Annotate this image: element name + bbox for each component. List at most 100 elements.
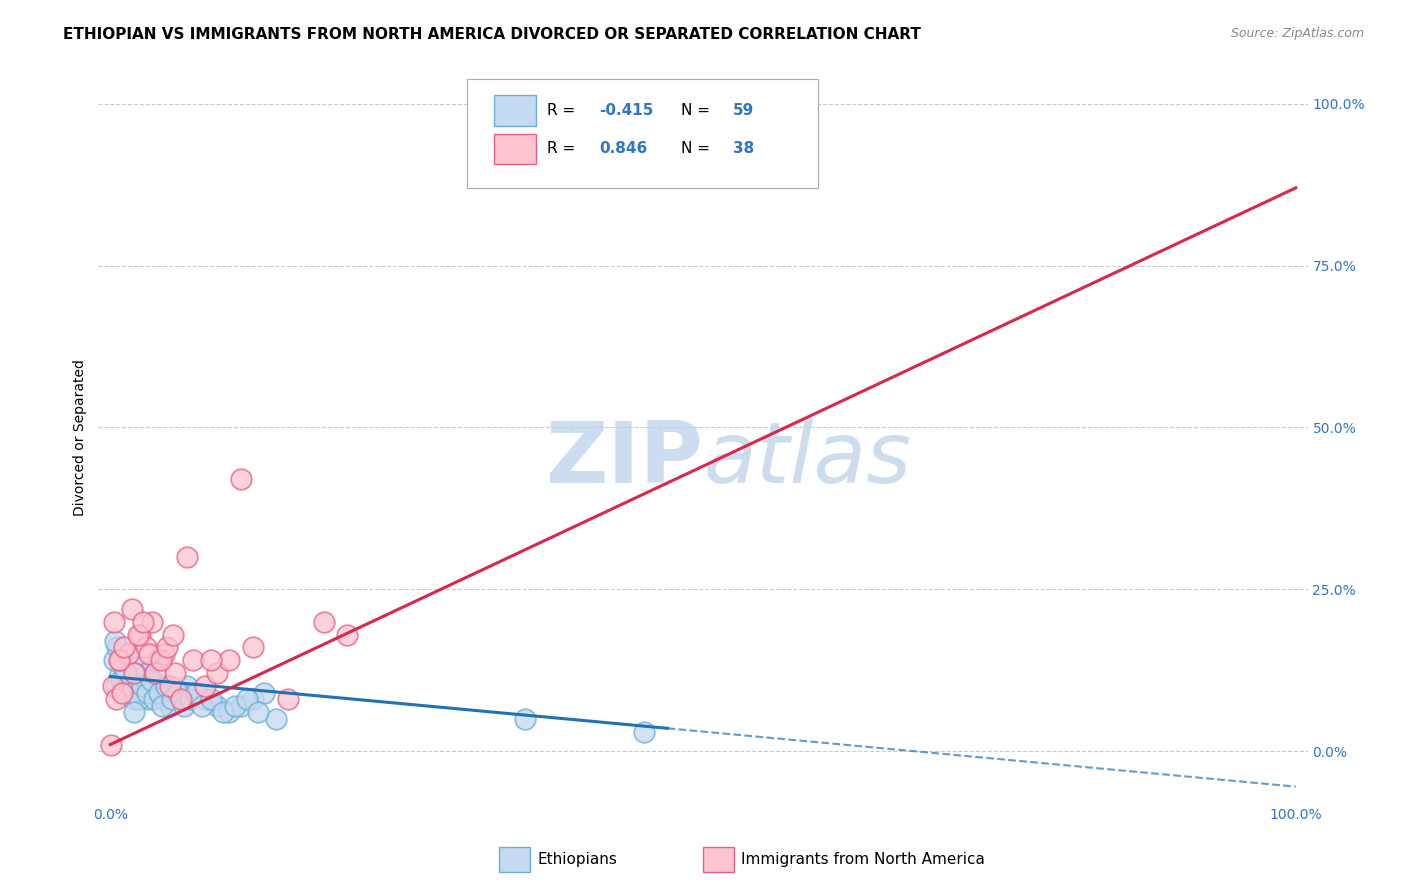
Point (247, 705, 270, 719)
Point (633, 724, 655, 739)
Point (121, 673, 143, 687)
Point (173, 698, 195, 713)
Point (141, 673, 163, 687)
Text: -0.415: -0.415 (599, 103, 654, 119)
Point (156, 640, 179, 655)
Point (103, 615, 125, 629)
Point (105, 640, 128, 655)
Point (114, 679, 136, 693)
Point (166, 686, 188, 700)
Text: N =: N = (682, 103, 716, 119)
Point (212, 705, 235, 719)
Point (115, 679, 138, 693)
Point (253, 686, 276, 700)
Text: R =: R = (547, 103, 581, 119)
Text: 38: 38 (734, 142, 755, 156)
Point (132, 686, 155, 700)
Point (132, 615, 155, 629)
Point (229, 472, 252, 486)
Point (117, 647, 139, 661)
Point (277, 692, 299, 706)
Point (218, 705, 240, 719)
Point (200, 653, 222, 667)
Point (143, 666, 166, 681)
Point (229, 698, 252, 713)
Point (162, 627, 184, 641)
Point (110, 673, 132, 687)
Point (136, 692, 159, 706)
Point (139, 673, 162, 687)
Point (205, 666, 228, 681)
Text: R =: R = (547, 142, 585, 156)
FancyBboxPatch shape (467, 78, 818, 188)
Point (128, 692, 150, 706)
Point (312, 615, 335, 629)
Point (515, 712, 537, 726)
Point (107, 653, 129, 667)
Point (176, 549, 198, 564)
Text: atlas: atlas (703, 417, 911, 500)
Point (159, 679, 181, 693)
Point (138, 647, 160, 661)
Point (152, 698, 174, 713)
Point (111, 647, 134, 661)
Point (155, 679, 177, 693)
Point (135, 666, 157, 681)
Point (150, 653, 173, 667)
Point (122, 705, 145, 719)
Point (101, 679, 124, 693)
Point (170, 692, 193, 706)
Point (200, 692, 222, 706)
Point (129, 679, 152, 693)
Point (264, 712, 287, 726)
Point (146, 653, 169, 667)
Point (127, 627, 149, 641)
Point (146, 686, 169, 700)
Y-axis label: Divorced or Separated: Divorced or Separated (73, 359, 87, 516)
Point (111, 686, 134, 700)
Text: N =: N = (682, 142, 716, 156)
Point (114, 640, 136, 655)
Point (194, 692, 217, 706)
Point (165, 686, 187, 700)
Point (129, 627, 152, 641)
Point (121, 601, 143, 615)
Point (112, 660, 135, 674)
Point (152, 692, 174, 706)
Point (124, 666, 146, 681)
Text: Immigrants from North America: Immigrants from North America (741, 853, 984, 867)
FancyBboxPatch shape (494, 134, 536, 164)
Point (117, 686, 139, 700)
Text: ETHIOPIAN VS IMMIGRANTS FROM NORTH AMERICA DIVORCED OR SEPARATED CORRELATION CHA: ETHIOPIAN VS IMMIGRANTS FROM NORTH AMERI… (63, 27, 921, 42)
Point (131, 679, 153, 693)
Point (184, 686, 207, 700)
Point (122, 666, 145, 681)
Text: 0.846: 0.846 (599, 142, 647, 156)
Point (143, 692, 166, 706)
Point (235, 692, 257, 706)
Text: Source: ZipAtlas.com: Source: ZipAtlas.com (1230, 27, 1364, 40)
Point (108, 666, 131, 681)
FancyBboxPatch shape (494, 95, 536, 127)
Point (103, 653, 125, 667)
Point (148, 686, 170, 700)
Point (120, 686, 142, 700)
Point (152, 647, 174, 661)
Text: 59: 59 (734, 103, 755, 119)
Point (242, 640, 264, 655)
Point (242, 692, 264, 706)
Point (165, 666, 187, 681)
Point (181, 686, 204, 700)
Point (105, 679, 128, 693)
Point (100, 738, 122, 752)
Point (114, 666, 136, 681)
Point (218, 653, 240, 667)
Point (159, 698, 181, 713)
Point (181, 653, 204, 667)
Text: Ethiopians: Ethiopians (537, 853, 617, 867)
Point (170, 692, 193, 706)
Point (194, 679, 217, 693)
Point (108, 653, 131, 667)
Point (125, 660, 148, 674)
Point (190, 698, 212, 713)
